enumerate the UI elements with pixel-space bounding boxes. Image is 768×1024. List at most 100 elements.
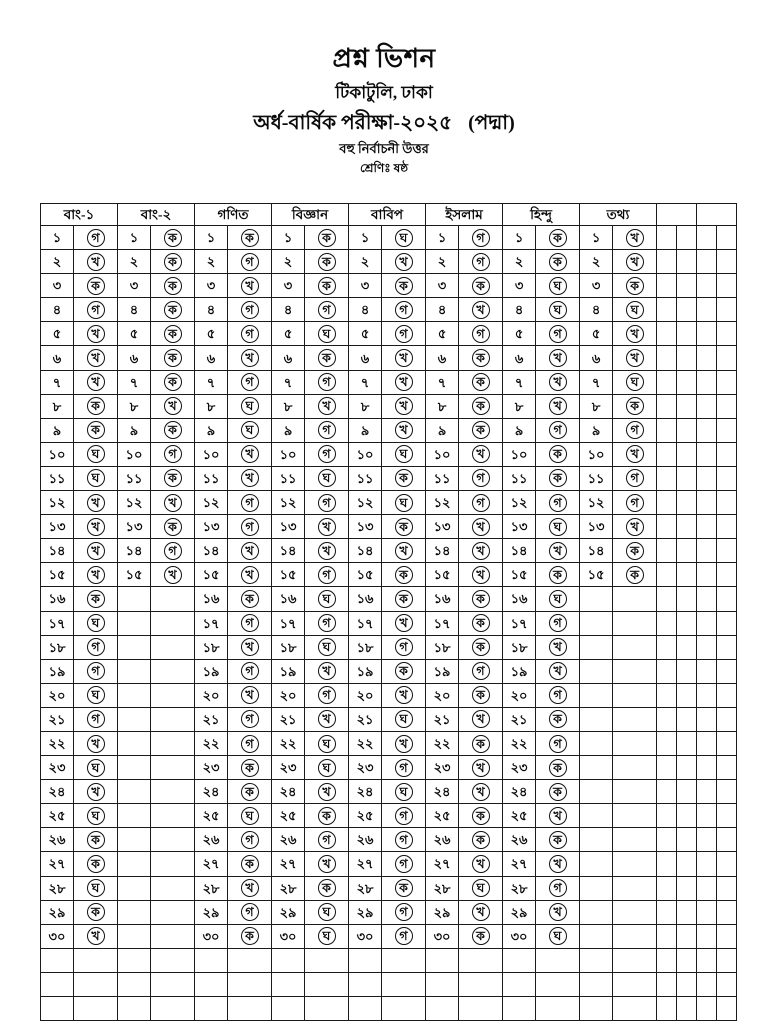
answer-option[interactable]: ঘ — [73, 755, 118, 781]
answer-option[interactable]: খ — [381, 345, 427, 371]
answer-option[interactable]: গ — [381, 321, 427, 347]
answer-option[interactable]: গ — [227, 899, 273, 925]
answer-option[interactable]: খ — [73, 345, 118, 371]
answer-option[interactable]: ক — [149, 273, 196, 299]
answer-option[interactable]: ক — [381, 586, 427, 612]
answer-option[interactable]: ঘ — [304, 321, 350, 347]
answer-option[interactable]: ঘ — [304, 465, 350, 492]
answer-option[interactable]: গ — [227, 610, 273, 636]
answer-option[interactable]: গ — [73, 634, 118, 660]
answer-option[interactable]: ঘ — [304, 923, 350, 949]
answer-option[interactable]: খ — [73, 249, 118, 275]
answer-option[interactable]: ক — [458, 634, 504, 660]
answer-option[interactable]: গ — [304, 562, 350, 588]
answer-option[interactable]: ঘ — [535, 586, 581, 612]
answer-option[interactable]: গ — [458, 249, 504, 275]
answer-option[interactable]: ঘ — [535, 514, 581, 540]
answer-option[interactable]: ক — [149, 297, 196, 323]
answer-option[interactable]: খ — [535, 658, 581, 684]
answer-option[interactable]: গ — [227, 297, 273, 323]
answer-option[interactable]: গ — [304, 441, 350, 467]
answer-option[interactable]: ক — [535, 441, 581, 467]
answer-option[interactable]: গ — [535, 417, 581, 443]
answer-option[interactable]: ক — [304, 345, 350, 371]
answer-option[interactable]: খ — [458, 538, 504, 564]
answer-option[interactable]: ক — [535, 465, 581, 492]
answer-option[interactable]: ঘ — [381, 224, 427, 251]
answer-option[interactable]: গ — [73, 658, 118, 684]
answer-option[interactable]: ক — [73, 273, 118, 299]
answer-option[interactable]: গ — [381, 634, 427, 660]
answer-option[interactable]: খ — [73, 321, 118, 347]
answer-option[interactable]: ঘ — [381, 779, 427, 805]
answer-option[interactable]: ক — [304, 273, 350, 299]
answer-option[interactable]: ক — [149, 224, 196, 251]
answer-option[interactable]: গ — [227, 658, 273, 684]
answer-option[interactable]: খ — [458, 755, 504, 781]
answer-option[interactable]: খ — [535, 345, 581, 371]
answer-option[interactable]: গ — [304, 417, 350, 443]
answer-option[interactable]: খ — [304, 538, 350, 564]
answer-option[interactable]: গ — [612, 490, 658, 516]
answer-option[interactable]: ক — [458, 923, 504, 949]
answer-option[interactable]: ক — [227, 779, 273, 805]
answer-option[interactable]: ক — [304, 224, 350, 251]
answer-option[interactable]: ক — [458, 827, 504, 853]
answer-option[interactable]: ক — [535, 779, 581, 805]
answer-option[interactable]: ক — [149, 321, 196, 347]
answer-option[interactable]: ক — [535, 706, 581, 732]
answer-option[interactable]: ঘ — [535, 273, 581, 299]
answer-option[interactable]: খ — [381, 538, 427, 564]
answer-option[interactable]: ক — [612, 393, 658, 419]
answer-option[interactable]: ক — [535, 249, 581, 275]
answer-option[interactable]: ক — [73, 586, 118, 612]
answer-option[interactable]: গ — [227, 730, 273, 757]
answer-option[interactable]: ঘ — [304, 586, 350, 612]
answer-option[interactable]: খ — [612, 249, 658, 275]
answer-option[interactable]: ঘ — [73, 682, 118, 708]
answer-option[interactable]: খ — [458, 779, 504, 805]
answer-option[interactable]: গ — [149, 538, 196, 564]
answer-option[interactable]: খ — [73, 490, 118, 516]
answer-option[interactable]: খ — [227, 273, 273, 299]
answer-option[interactable]: গ — [458, 658, 504, 684]
answer-option[interactable]: ক — [227, 586, 273, 612]
answer-option[interactable]: ক — [73, 417, 118, 443]
answer-option[interactable]: গ — [535, 490, 581, 516]
answer-option[interactable]: ক — [227, 923, 273, 949]
answer-option[interactable]: গ — [458, 321, 504, 347]
answer-option[interactable]: খ — [458, 441, 504, 467]
answer-option[interactable]: ক — [458, 682, 504, 708]
answer-option[interactable]: খ — [381, 249, 427, 275]
answer-option[interactable]: ক — [381, 875, 427, 901]
answer-option[interactable]: ক — [149, 249, 196, 275]
answer-option[interactable]: ঘ — [73, 465, 118, 492]
answer-option[interactable]: গ — [227, 490, 273, 516]
answer-option[interactable]: খ — [73, 514, 118, 540]
answer-option[interactable]: গ — [304, 297, 350, 323]
answer-option[interactable]: ক — [227, 224, 273, 251]
answer-option[interactable]: গ — [227, 249, 273, 275]
answer-option[interactable]: ক — [381, 465, 427, 492]
answer-option[interactable]: খ — [381, 610, 427, 636]
answer-option[interactable]: ক — [73, 827, 118, 853]
answer-option[interactable]: গ — [612, 465, 658, 492]
answer-option[interactable]: ঘ — [612, 369, 658, 395]
answer-option[interactable]: ক — [381, 514, 427, 540]
answer-option[interactable]: গ — [304, 610, 350, 636]
answer-option[interactable]: খ — [612, 345, 658, 371]
answer-option[interactable]: ক — [458, 345, 504, 371]
answer-option[interactable]: খ — [535, 369, 581, 395]
answer-option[interactable]: ক — [535, 562, 581, 588]
answer-option[interactable]: গ — [304, 490, 350, 516]
answer-option[interactable]: খ — [227, 634, 273, 660]
answer-option[interactable]: খ — [535, 538, 581, 564]
answer-option[interactable]: ঘ — [304, 730, 350, 757]
answer-option[interactable]: খ — [535, 393, 581, 419]
answer-option[interactable]: ঘ — [73, 803, 118, 829]
answer-option[interactable]: গ — [535, 682, 581, 708]
answer-option[interactable]: গ — [227, 514, 273, 540]
answer-option[interactable]: ক — [535, 755, 581, 781]
answer-option[interactable]: খ — [612, 321, 658, 347]
answer-option[interactable]: খ — [73, 779, 118, 805]
